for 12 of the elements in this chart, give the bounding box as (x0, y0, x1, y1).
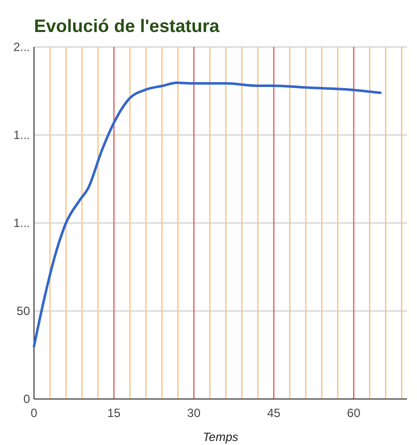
y-tick-label: 0 (23, 392, 30, 406)
x-tick-label: 60 (347, 406, 361, 420)
y-tick-label: 1... (13, 128, 30, 142)
x-axis-title: Temps (202, 430, 238, 444)
x-tick-label: 15 (107, 406, 121, 420)
y-tick-label: 50 (16, 304, 30, 318)
y-tick-label: 2... (13, 40, 30, 54)
y-tick-label: 1... (13, 216, 30, 230)
line-series (32, 81, 382, 348)
chart-title: Evolució de l'estatura (34, 16, 220, 36)
x-tick-label: 45 (267, 406, 281, 420)
x-tick-label: 30 (187, 406, 201, 420)
